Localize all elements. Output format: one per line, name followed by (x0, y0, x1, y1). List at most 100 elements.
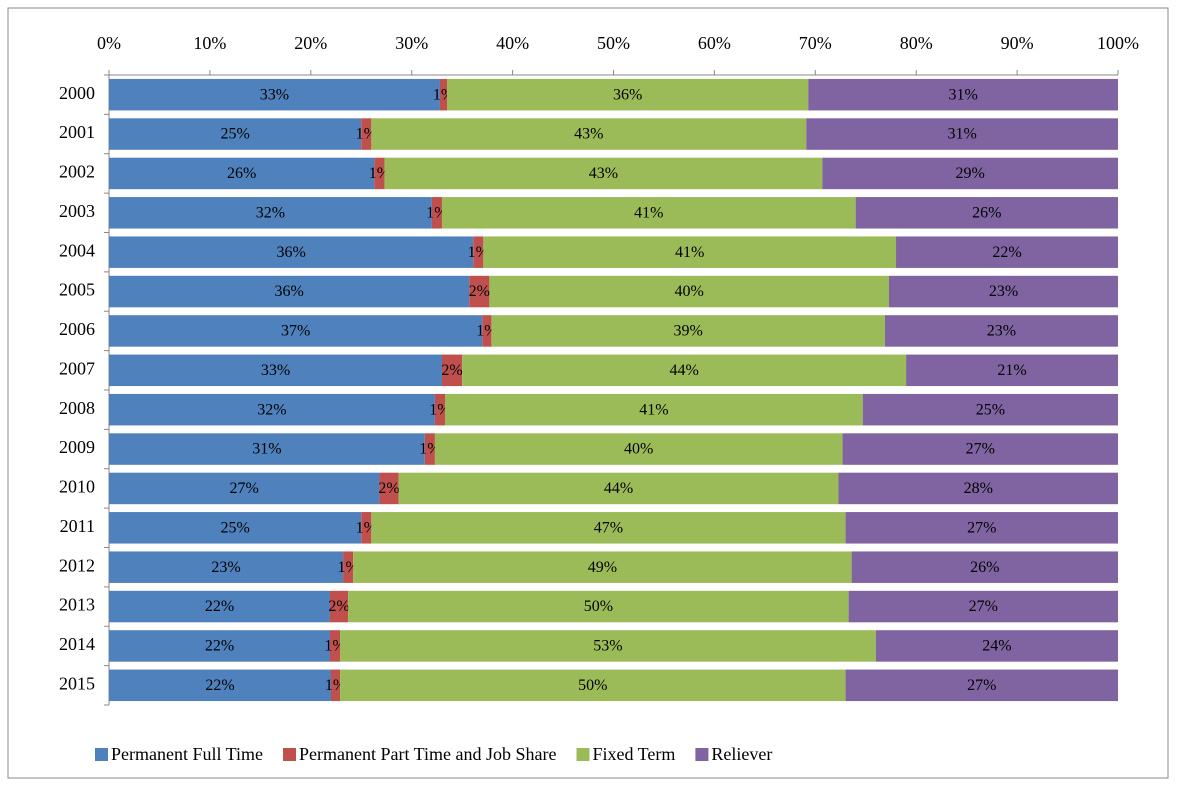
bar-segment (340, 630, 876, 662)
bar-segment (109, 157, 375, 190)
bar-segment (431, 197, 442, 229)
value-label: 36% (613, 86, 642, 103)
bar-segment (379, 472, 399, 505)
bar-segment (441, 197, 856, 229)
value-label: 43% (589, 165, 618, 182)
x-tick-label: 80% (900, 33, 933, 53)
bar-segment (109, 78, 440, 111)
value-label: 22% (205, 677, 234, 694)
value-label: 27% (230, 480, 259, 497)
value-label: 31% (947, 126, 976, 143)
value-label: 33% (261, 362, 290, 379)
y-tick-label: 2005 (59, 280, 95, 300)
bar-segment (845, 669, 1118, 702)
bar-segment (329, 590, 349, 623)
bar-segment (109, 472, 380, 505)
x-tick-label: 60% (698, 33, 731, 53)
bar-segment (489, 275, 889, 308)
y-tick-label: 2000 (59, 83, 95, 103)
bar-segment (109, 551, 344, 583)
value-label: 32% (257, 401, 286, 418)
bar-segment (434, 393, 445, 426)
value-label: 26% (972, 204, 1001, 221)
x-tick-label: 70% (799, 33, 832, 53)
value-label: 21% (997, 362, 1026, 379)
value-label: 43% (574, 126, 603, 143)
bar-segment (361, 118, 372, 150)
x-tick-label: 90% (1001, 33, 1034, 53)
bar-segment (848, 590, 1118, 623)
bar-segment (361, 512, 372, 544)
bar-segment (838, 472, 1118, 505)
legend-swatch (695, 748, 709, 761)
value-label: 22% (992, 244, 1021, 261)
y-tick-label: 2008 (59, 398, 95, 418)
bar-segment (896, 236, 1118, 268)
value-label: 27% (966, 441, 995, 458)
bar-segment (483, 236, 897, 268)
bar-segment (444, 393, 863, 426)
y-tick-label: 2011 (60, 516, 95, 536)
bar-segment (906, 354, 1118, 387)
bar-segment (884, 315, 1118, 347)
y-tick-label: 2010 (59, 477, 95, 497)
bar-segment (439, 78, 448, 111)
value-label: 26% (227, 165, 256, 182)
bar-segment (473, 236, 484, 268)
value-label: 27% (967, 677, 996, 694)
value-label: 27% (969, 598, 998, 615)
value-label: 32% (256, 204, 285, 221)
value-label: 33% (260, 86, 289, 103)
value-label: 29% (956, 165, 985, 182)
bar-segment (348, 590, 849, 623)
bar-segment (109, 197, 432, 229)
bar-segment (109, 669, 331, 702)
bar-segment (371, 512, 846, 544)
y-tick-label: 2002 (59, 162, 95, 182)
y-tick-label: 2013 (59, 595, 95, 615)
legend-swatch (95, 748, 108, 761)
value-label: 47% (594, 519, 623, 536)
y-tick-label: 2003 (59, 201, 95, 221)
value-label: 2% (328, 598, 349, 615)
bar-segment (808, 78, 1118, 111)
bar-segment (851, 551, 1118, 583)
bar-segment (482, 315, 492, 347)
y-tick-label: 2001 (59, 122, 95, 142)
legend-swatch (283, 748, 297, 761)
bar-segment (398, 472, 839, 505)
bar-segment (888, 275, 1118, 308)
bar-segment (109, 393, 435, 426)
x-tick-label: 30% (395, 33, 428, 53)
value-label: 36% (274, 283, 303, 300)
bar-segment (109, 118, 362, 150)
y-tick-label: 2004 (59, 240, 95, 260)
x-tick-label: 20% (294, 33, 327, 53)
value-label: 50% (578, 677, 607, 694)
bar-segment (875, 630, 1118, 662)
bar-segment (491, 315, 885, 347)
value-label: 23% (987, 323, 1016, 340)
value-label: 25% (220, 126, 249, 143)
value-label: 39% (674, 323, 703, 340)
bar-segment (822, 157, 1118, 190)
value-label: 53% (593, 638, 622, 655)
legend-label: Permanent Part Time and Job Share (299, 744, 556, 764)
x-tick-label: 100% (1097, 33, 1139, 53)
y-tick-label: 2015 (59, 673, 95, 693)
bar-segment (469, 275, 490, 308)
value-label: 23% (211, 559, 240, 576)
bar-segment (434, 433, 843, 465)
bar-segment (340, 669, 846, 702)
legend-label: Fixed Term (593, 744, 676, 764)
value-label: 44% (604, 480, 633, 497)
bar-segment (109, 433, 425, 465)
value-label: 23% (989, 283, 1018, 300)
bar-segment (384, 157, 823, 190)
bar-segment (109, 315, 483, 347)
value-label: 2% (378, 480, 399, 497)
x-tick-label: 10% (193, 33, 226, 53)
value-label: 26% (970, 559, 999, 576)
bar-segment (462, 354, 907, 387)
bar-segment (862, 393, 1118, 426)
